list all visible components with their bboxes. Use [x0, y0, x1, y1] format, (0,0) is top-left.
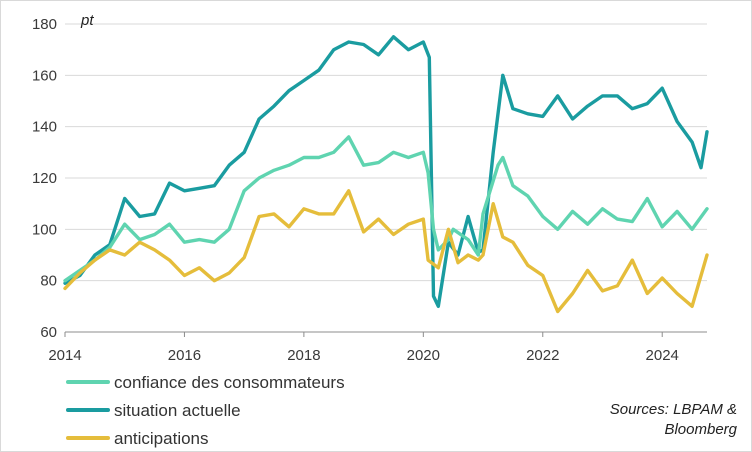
source-line-1: Sources: LBPAM &	[610, 401, 737, 418]
y-tick-label-140: 140	[32, 119, 57, 136]
y-axis-ticks: 60 80 100 120 140 160 180	[32, 16, 57, 341]
x-tick-label-2022: 2022	[526, 347, 559, 364]
y-tick-label-80: 80	[40, 273, 57, 290]
legend-label-anticipations: anticipations	[114, 429, 209, 448]
y-tick-label-120: 120	[32, 170, 57, 187]
series-line-anticipations	[63, 189, 709, 314]
y-tick-label-100: 100	[32, 221, 57, 238]
y-tick-label-180: 180	[32, 16, 57, 33]
series-lines	[63, 35, 709, 314]
x-tick-label-2024: 2024	[646, 347, 679, 364]
x-tick-label-2014: 2014	[48, 347, 81, 364]
x-tick-label-2020: 2020	[407, 347, 440, 364]
legend-label-situation-actuelle: situation actuelle	[114, 401, 241, 420]
legend-label-confiance-des-consommateurs: confiance des consommateurs	[114, 373, 345, 392]
legend: confiance des consommateurs situation act…	[66, 373, 345, 448]
x-axis-ticks: 2014 2016 2018 2020 2022 2024	[48, 332, 679, 364]
gridlines	[65, 23, 707, 282]
source-line-2: Bloomberg	[664, 421, 737, 438]
series-line-situation-actuelle	[63, 35, 709, 308]
y-axis-unit-label: pt	[80, 12, 94, 29]
y-tick-label-160: 160	[32, 67, 57, 84]
x-tick-label-2018: 2018	[287, 347, 320, 364]
x-tick-label-2016: 2016	[168, 347, 201, 364]
series-line-confiance-des-consommateurs	[63, 135, 709, 283]
y-tick-label-60: 60	[40, 324, 57, 341]
